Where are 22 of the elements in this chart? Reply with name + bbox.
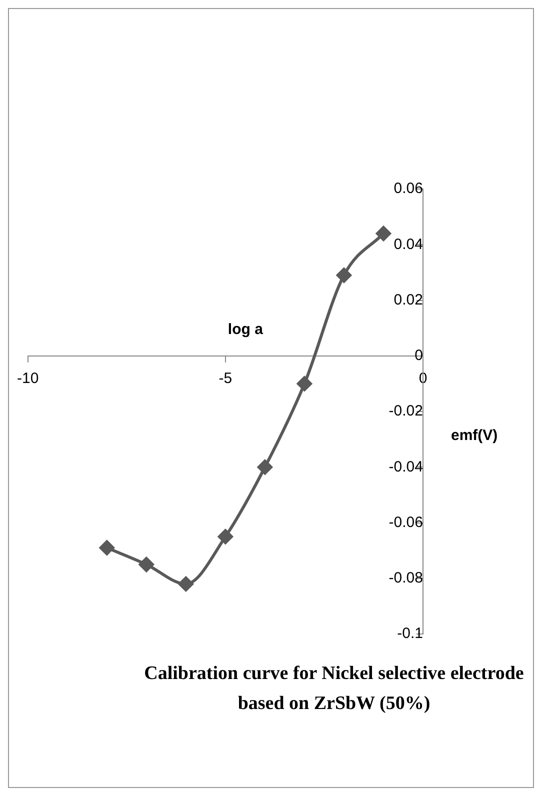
text: Calibration curve for Nickel selective electrode based on ZrSbW (50%) (143, 662, 525, 716)
y-tick-label: -0.08 (388, 570, 423, 587)
point (99, 540, 114, 556)
y-tick-label: 0.06 (394, 180, 423, 198)
y-tick-label: 0.02 (394, 291, 423, 308)
point (296, 376, 312, 392)
y-tick-label: -0.1 (397, 625, 423, 642)
point (257, 460, 272, 475)
x-tick-label: -5 (218, 370, 232, 388)
x-axis-title: log a (228, 321, 264, 338)
y-tick-label: 0.04 (394, 236, 423, 253)
y-axis-title: emf(V) (451, 427, 498, 444)
point (178, 576, 194, 592)
point (336, 268, 352, 283)
y-tick-label: 0 (414, 347, 423, 364)
y-tick-label: -0.02 (388, 402, 423, 420)
point (138, 556, 154, 572)
y-tick-label: -0.06 (388, 514, 423, 531)
y-tick-label: -0.04 (388, 458, 423, 476)
x-tick-label: -10 (16, 370, 39, 388)
point (376, 226, 391, 241)
point (218, 529, 233, 544)
